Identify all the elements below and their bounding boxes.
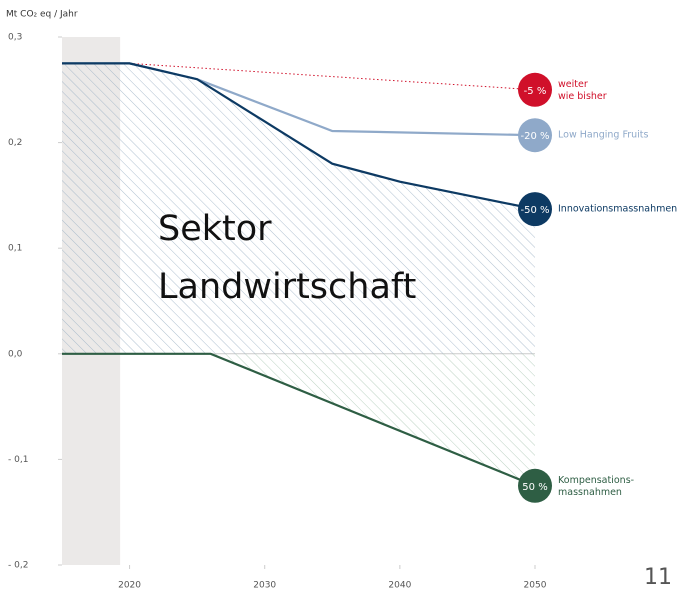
y-tick-label: 0,3	[8, 33, 22, 43]
series-line	[62, 62, 536, 211]
badge	[518, 118, 552, 153]
hatch-area	[62, 63, 535, 354]
legend-line: Kompensations-	[558, 474, 634, 485]
y-axis-label: Mt CO₂ eq / Jahr	[6, 10, 78, 20]
legend-label: Kompensations-massnahmen	[558, 474, 634, 497]
y-tick-label: 0,1	[8, 244, 22, 254]
y-tick-label: 0,2	[8, 138, 22, 148]
x-tick-label: 2020	[118, 581, 141, 591]
y-tick-label: - 0,2	[8, 561, 28, 571]
hatch-area	[62, 353, 535, 486]
x-tick-label: 2050	[524, 581, 547, 591]
annotation: Landwirtschaft	[158, 267, 416, 307]
legend-line: massnahmen	[558, 486, 622, 497]
badge-label: -5 %	[524, 86, 547, 97]
badge	[518, 192, 552, 227]
legend-line: weiter	[558, 78, 588, 89]
page-number: 11	[644, 565, 672, 590]
y-tick-label: - 0,1	[8, 455, 28, 465]
legend-label: weiter wie bisher	[558, 78, 607, 101]
badge-label: 50 %	[522, 482, 547, 493]
legend-label: Innovationsmassnahmen	[558, 204, 677, 215]
y-tick-label: 0,0	[8, 349, 23, 359]
badge	[518, 72, 552, 107]
legend-label: Low Hanging Fruits	[558, 130, 649, 141]
x-tick-label: 2040	[388, 581, 411, 591]
series-line	[62, 352, 536, 487]
x-tick-label: 2030	[253, 581, 276, 591]
legend-line: wie bisher	[558, 90, 607, 101]
badge	[518, 468, 552, 503]
badge-label: -50 %	[520, 205, 549, 216]
badge-label: -20 %	[520, 131, 549, 142]
annotation: Sektor	[158, 209, 272, 249]
